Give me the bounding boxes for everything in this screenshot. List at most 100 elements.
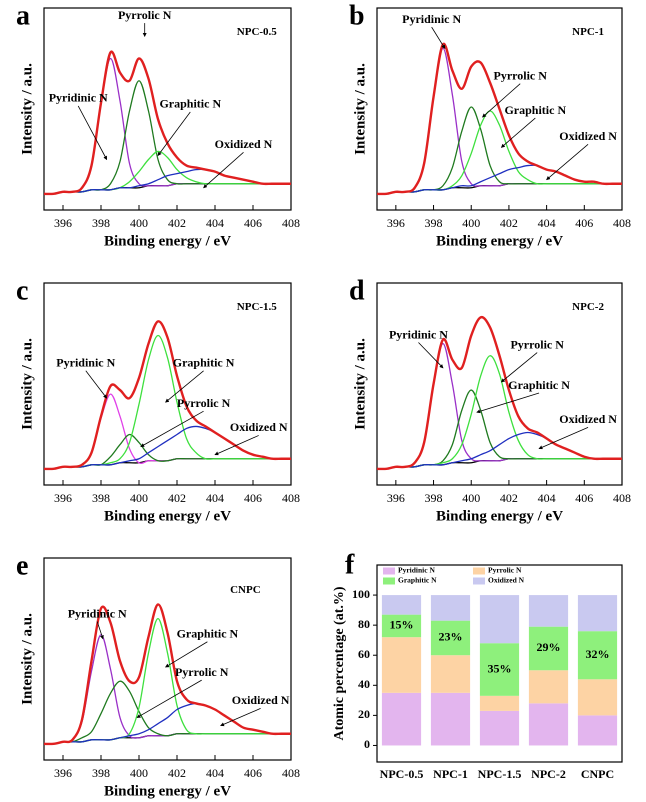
x-axis-label: Binding energy / eV	[436, 233, 563, 249]
panel: 0 20 40 60 80 100 15% NPC-0.5 23% NPC-1 35% NPC-1.5…	[332, 549, 623, 781]
annotation: Graphitic N	[177, 627, 239, 641]
y-tick-label: 40	[358, 677, 370, 691]
bar-segment	[430, 595, 471, 621]
annotation-arrow	[214, 435, 259, 456]
x-tick-label: 396	[387, 491, 405, 505]
y-axis-label: Intensity / a.u.	[352, 338, 368, 430]
x-tick-label: 406	[244, 491, 262, 505]
legend-swatch	[473, 577, 485, 585]
x-tick-label: 396	[54, 216, 72, 230]
y-tick-label: 100	[352, 587, 370, 601]
spectrum-line	[376, 342, 622, 470]
legend-swatch	[473, 567, 485, 575]
x-tick-label: 408	[613, 491, 631, 505]
y-tick-label: 20	[358, 707, 370, 721]
x-tick-label: 400	[462, 491, 480, 505]
annotation: Oxidized N	[232, 693, 290, 707]
x-tick-label: 406	[575, 491, 593, 505]
x-tick-label: 404	[538, 216, 556, 230]
annotation: Pyridinic N	[49, 91, 108, 105]
x-tick-label: 402	[168, 766, 186, 780]
annotation: Graphitic N	[159, 97, 221, 111]
panel-label: f	[345, 549, 355, 580]
annotation-arrow	[157, 111, 191, 156]
annotation: Pyridinic N	[402, 12, 461, 26]
x-tick-label: 406	[244, 766, 262, 780]
panel: 396 398 400 402 404 406 408 Pyridinic N Graphiti…	[16, 275, 300, 524]
x-tick-label: 396	[387, 216, 405, 230]
plot-frame	[376, 7, 623, 211]
value-label: 35%	[488, 661, 512, 675]
spectrum-line	[43, 57, 291, 195]
bar-segment	[381, 637, 422, 693]
bar-segment	[479, 710, 520, 746]
bar-segment	[430, 692, 471, 746]
x-tick-label: 406	[244, 216, 262, 230]
x-tick-label: NPC-1.5	[478, 767, 522, 781]
x-tick-label: 398	[92, 491, 110, 505]
annotation-arrow	[538, 426, 589, 450]
bar-segment	[577, 679, 618, 716]
annotation-arrow	[476, 392, 540, 414]
annotation-arrow	[77, 105, 108, 161]
x-tick-label: 398	[425, 216, 443, 230]
annotation-arrow	[546, 143, 589, 181]
annotation: Oxidized N	[559, 412, 617, 426]
x-axis-label: Binding energy / eV	[104, 233, 231, 249]
value-label: 15%	[390, 618, 414, 632]
sample-label: NPC-1	[572, 26, 604, 38]
annotation-arrow	[165, 370, 204, 403]
x-axis-label: Binding energy / eV	[104, 508, 231, 524]
x-tick-label: 400	[462, 216, 480, 230]
x-tick-label: 404	[538, 491, 556, 505]
y-axis-label: Intensity / a.u.	[19, 63, 35, 155]
annotation-arrow	[418, 342, 444, 369]
x-tick-label: NPC-0.5	[380, 767, 424, 781]
legend-label: Pyridinic N	[398, 566, 435, 575]
x-tick-label: NPC-1	[433, 767, 468, 781]
annotation-arrow	[431, 26, 446, 49]
spectrum-line	[43, 603, 291, 746]
plot-frame	[43, 282, 292, 486]
x-tick-label: 406	[575, 216, 593, 230]
annotation: Graphitic N	[504, 103, 566, 117]
x-tick-label: 408	[282, 491, 300, 505]
bar-segment	[577, 631, 618, 680]
panel-label: c	[16, 275, 28, 306]
bar-segment	[430, 620, 471, 656]
sample-label: NPC-1.5	[237, 301, 278, 313]
bar-segment	[577, 595, 618, 632]
bar-segment	[381, 614, 422, 638]
x-tick-label: 404	[206, 766, 224, 780]
panel-label: e	[16, 550, 28, 581]
annotation: Pyrrolic N	[175, 665, 229, 679]
annotation-arrow	[136, 679, 202, 718]
annotation-arrow	[96, 621, 104, 640]
annotation-arrow	[482, 83, 521, 118]
y-axis-label: Intensity / a.u.	[352, 63, 368, 155]
x-tick-label: NPC-2	[531, 767, 566, 781]
annotation-arrow	[203, 152, 244, 189]
x-tick-label: 404	[206, 216, 224, 230]
spectrum-line	[43, 680, 291, 745]
x-tick-label: 398	[92, 766, 110, 780]
x-tick-label: 408	[282, 766, 300, 780]
spectrum-line	[43, 320, 291, 471]
value-label: 29%	[537, 640, 561, 654]
bar-segment	[528, 595, 569, 627]
annotation: Oxidized N	[559, 129, 617, 143]
panel-label: a	[16, 0, 30, 31]
plot-frame	[376, 564, 623, 763]
plot-frame	[376, 282, 623, 486]
x-tick-label: 402	[500, 216, 518, 230]
x-tick-label: CNPC	[581, 767, 614, 781]
annotation: Graphitic N	[173, 356, 235, 370]
annotation-arrow	[140, 410, 204, 447]
annotation: Pyridinic N	[389, 327, 448, 341]
annotation: Pyrrolic N	[118, 8, 172, 22]
legend-label: Graphitic N	[398, 576, 437, 585]
bar-segment	[528, 703, 569, 746]
legend-swatch	[383, 577, 395, 585]
